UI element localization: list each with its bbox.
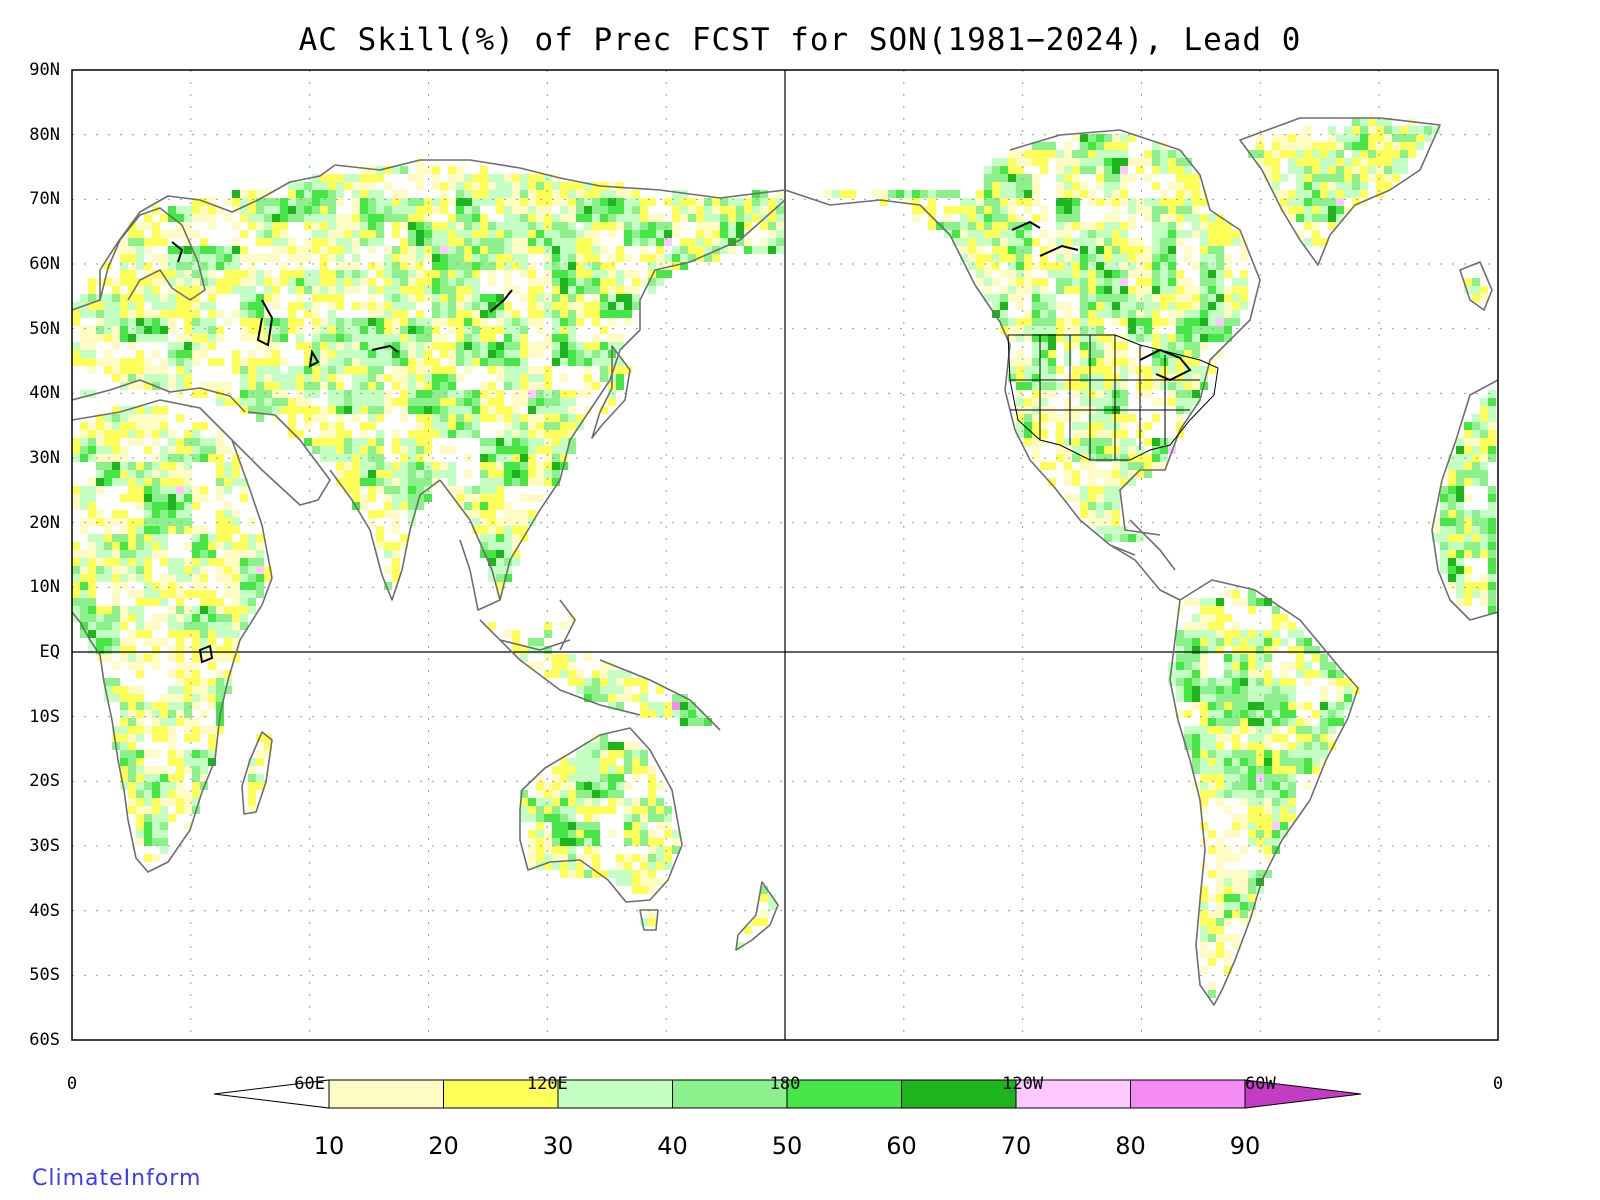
colorbar-swatch (786, 1079, 902, 1109)
colorbar-tick-label: 20 (428, 1132, 459, 1160)
lake-ladoga (171, 241, 184, 263)
lat-tick-label: 20N (29, 512, 60, 533)
lon-tick-label: 60W (1244, 1074, 1276, 1094)
africa-coast (72, 399, 273, 873)
us-state-borders (1007, 334, 1219, 461)
lon-tick-label: 0 (66, 1074, 78, 1094)
scandinavia-coast (99, 207, 206, 301)
lat-tick-label: 40S (29, 900, 60, 921)
great-bear-lake (1011, 220, 1041, 231)
colorbar-tick-label: 70 (1000, 1132, 1032, 1160)
map-title: AC Skill(%) of Prec FCST for SON(1981−20… (298, 22, 1302, 58)
colorbar-overflow-arrow (1244, 1079, 1362, 1109)
mediterranean-coast (72, 379, 246, 413)
colorbar-swatch (557, 1079, 673, 1109)
coastlines (72, 117, 1498, 1006)
lat-tick-label: 50N (29, 318, 60, 339)
us-state-lines (1010, 335, 1200, 460)
new-zealand-coast (735, 881, 779, 951)
arabia-coast (231, 411, 331, 506)
south-america-coast (1169, 579, 1359, 1006)
tasmania-coast (639, 909, 659, 931)
us-border-outline (1007, 334, 1219, 461)
se-asia-coast (439, 199, 786, 611)
lon-tick-label: 60E (294, 1074, 326, 1094)
colorbar-swatch (1130, 1079, 1246, 1109)
lon-tick-label: 120E (526, 1074, 568, 1094)
madagascar-coast (241, 731, 273, 815)
north-america-coast (1009, 129, 1261, 536)
colorbar-tick-label: 50 (771, 1132, 803, 1160)
lat-tick-label: 60S (29, 1030, 60, 1050)
map-frame (71, 69, 1499, 1041)
alaska-coast (784, 189, 1136, 556)
lat-tick-label: 90N (29, 60, 60, 80)
inland-lakes (171, 220, 1192, 664)
lon-tick-label: 180 (769, 1074, 801, 1094)
lon-tick-label: 0 (1492, 1074, 1504, 1094)
lat-tick-label: 10S (29, 706, 60, 727)
colorbar-tick-label: 60 (886, 1132, 917, 1160)
skill-shading (72, 118, 1496, 998)
great-lakes (1139, 348, 1192, 382)
indonesia-coast (479, 599, 721, 731)
colorbar-tick-label: 40 (657, 1132, 688, 1160)
lat-tick-label: 80N (29, 124, 60, 145)
caspian-sea (256, 299, 274, 347)
japan-coast (591, 345, 631, 439)
lake-baikal (489, 289, 513, 313)
lat-tick-label: 30N (29, 448, 60, 468)
lat-tick-label: 40N (29, 383, 60, 404)
central-america-coast (1109, 519, 1181, 601)
lat-tick-label: EQ (39, 642, 60, 662)
colorbar (213, 1079, 1362, 1109)
colorbar-tick-label: 90 (1229, 1132, 1261, 1160)
credit-label: ClimateInform (32, 1166, 202, 1191)
colorbar-swatch (443, 1079, 559, 1109)
lon-tick-label: 120W (1002, 1074, 1044, 1094)
siberia-coast (334, 159, 786, 199)
greenland-coast (1239, 117, 1441, 266)
australia-coast (519, 727, 683, 903)
europe-coast (72, 164, 336, 311)
west-africa-coast (1431, 379, 1498, 621)
lat-tick-label: 70N (29, 189, 60, 210)
lat-tick-label: 50S (29, 965, 60, 986)
india-coast (329, 469, 441, 601)
colorbar-swatch (672, 1079, 788, 1109)
lake-balkhash (371, 344, 399, 353)
colorbar-tick-label: 80 (1115, 1132, 1146, 1160)
lat-tick-label: 30S (29, 836, 60, 856)
colorbar-tick-label: 30 (542, 1132, 574, 1160)
lake-victoria (198, 644, 214, 664)
lat-tick-label: 10N (29, 577, 60, 598)
colorbar-swatch (328, 1079, 444, 1109)
aral-sea (308, 349, 320, 368)
colorbar-swatch (901, 1079, 1017, 1109)
colorbar-swatch (1015, 1079, 1131, 1109)
great-slave-lake (1039, 244, 1079, 257)
lat-tick-label: 20S (29, 771, 60, 792)
lat-tick-label: 60N (29, 254, 60, 274)
uk-coast (1459, 261, 1493, 311)
colorbar-tick-label: 10 (313, 1132, 345, 1160)
